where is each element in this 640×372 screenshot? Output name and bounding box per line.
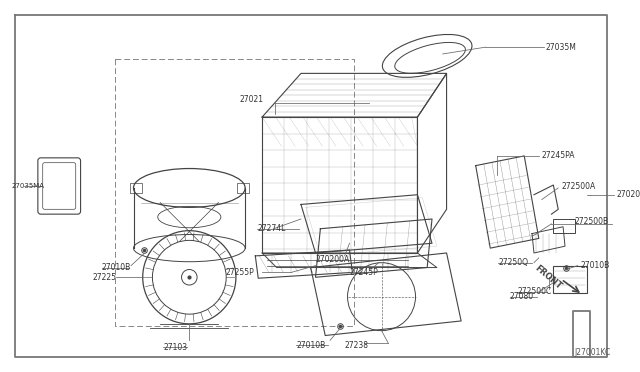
Text: 27103: 27103: [163, 343, 188, 352]
Text: 27245PA: 27245PA: [541, 151, 575, 160]
Bar: [130, 183, 141, 193]
Text: 272500C: 272500C: [518, 287, 552, 296]
Bar: [554, 219, 575, 232]
Text: 27010B: 27010B: [102, 263, 131, 272]
Text: 27020: 27020: [616, 190, 640, 199]
Text: 27238: 27238: [345, 341, 369, 350]
Text: 272500A: 272500A: [561, 182, 595, 190]
Bar: [554, 266, 588, 293]
Text: 270200A: 270200A: [316, 255, 350, 264]
Text: FRONT: FRONT: [533, 263, 564, 291]
Bar: [237, 183, 248, 193]
Text: 27080: 27080: [509, 292, 534, 301]
Text: 27274L: 27274L: [257, 224, 285, 233]
Text: 272500B: 272500B: [575, 217, 609, 227]
Text: 27010B: 27010B: [580, 261, 610, 270]
Text: 27010B: 27010B: [296, 341, 325, 350]
Text: 27250Q: 27250Q: [498, 258, 528, 267]
Text: 27245P: 27245P: [349, 268, 378, 277]
Text: 27035M: 27035M: [546, 43, 577, 52]
Text: 27021: 27021: [240, 95, 264, 104]
Text: 27225: 27225: [92, 273, 116, 282]
Text: 27255P: 27255P: [225, 268, 254, 277]
Text: 27035MA: 27035MA: [12, 183, 45, 189]
Text: J27001KC: J27001KC: [575, 347, 611, 356]
